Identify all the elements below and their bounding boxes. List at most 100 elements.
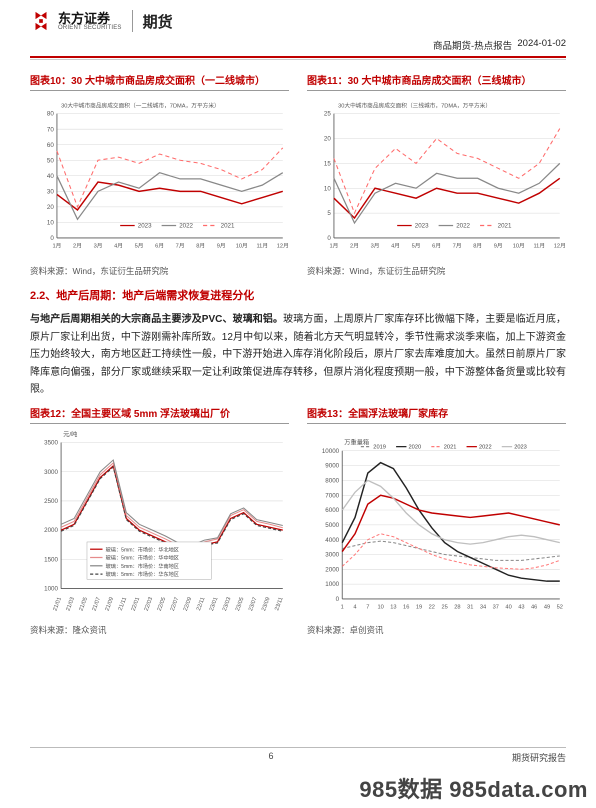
svg-text:2月: 2月 xyxy=(350,242,359,249)
brand-name-en: ORIENT SECURITIES xyxy=(58,25,122,31)
svg-text:3000: 3000 xyxy=(325,551,339,558)
svg-text:1月: 1月 xyxy=(330,242,339,249)
svg-text:2019: 2019 xyxy=(373,444,386,450)
svg-text:元/吨: 元/吨 xyxy=(63,430,77,438)
chart-canvas: 10001500200025003000350021/0121/0321/052… xyxy=(30,428,289,623)
svg-text:49: 49 xyxy=(544,604,550,610)
svg-text:2023: 2023 xyxy=(138,222,152,229)
page-footer: 6 期货研究报告 xyxy=(30,747,566,764)
svg-text:0: 0 xyxy=(50,235,54,242)
svg-text:10: 10 xyxy=(377,604,383,610)
svg-text:13: 13 xyxy=(390,604,396,610)
division-label: 期货 xyxy=(143,11,173,32)
chart-11: 图表11：30 大中城市商品房成交面积（三线城市） 05101520251月2月… xyxy=(307,72,566,278)
svg-text:玻璃：5mm：市场价：华南地区: 玻璃：5mm：市场价：华南地区 xyxy=(106,562,179,570)
svg-text:21/05: 21/05 xyxy=(79,596,90,611)
svg-text:22/03: 22/03 xyxy=(144,596,155,611)
svg-text:4: 4 xyxy=(353,604,356,610)
svg-text:9000: 9000 xyxy=(325,462,339,469)
svg-text:80: 80 xyxy=(47,110,54,117)
page-content: 图表10：30 大中城市商品房成交面积（一二线城市） 0102030405060… xyxy=(0,60,596,637)
svg-text:22: 22 xyxy=(429,604,435,610)
svg-text:25: 25 xyxy=(441,604,447,610)
svg-text:52: 52 xyxy=(557,604,563,610)
svg-text:22/09: 22/09 xyxy=(183,596,194,611)
svg-text:20: 20 xyxy=(324,135,331,142)
svg-text:2022: 2022 xyxy=(179,222,193,229)
svg-text:9月: 9月 xyxy=(217,242,226,249)
svg-text:2021: 2021 xyxy=(444,444,457,450)
chart-title: 图表10：30 大中城市商品房成交面积（一二线城市） xyxy=(30,72,289,91)
svg-text:10月: 10月 xyxy=(236,242,248,249)
svg-text:22/11: 22/11 xyxy=(196,596,206,611)
svg-text:3月: 3月 xyxy=(371,242,380,249)
svg-text:3500: 3500 xyxy=(44,439,58,446)
chart-canvas: 0100020003000400050006000700080009000100… xyxy=(307,428,566,623)
header-divider xyxy=(132,10,133,32)
svg-text:5月: 5月 xyxy=(135,242,144,249)
body-paragraph: 与地产后周期相关的大宗商品主要涉及PVC、玻璃和铝。玻璃方面，上周原片厂家库存环… xyxy=(30,311,566,399)
svg-text:8000: 8000 xyxy=(325,477,339,484)
svg-text:2000: 2000 xyxy=(44,527,58,534)
svg-text:37: 37 xyxy=(493,604,499,610)
svg-text:6000: 6000 xyxy=(325,507,339,514)
svg-text:23/05: 23/05 xyxy=(235,596,246,611)
svg-text:2021: 2021 xyxy=(221,222,235,229)
doc-meta: 商品期货-热点报告 2024-01-02 xyxy=(0,36,596,54)
svg-text:34: 34 xyxy=(480,604,486,610)
svg-text:23/11: 23/11 xyxy=(274,596,284,611)
svg-text:21/07: 21/07 xyxy=(92,596,103,611)
chart-row-1: 图表10：30 大中城市商品房成交面积（一二线城市） 0102030405060… xyxy=(30,72,566,278)
svg-text:2022: 2022 xyxy=(479,444,492,450)
svg-text:23/07: 23/07 xyxy=(248,596,259,611)
svg-text:2022: 2022 xyxy=(456,222,470,229)
svg-text:8月: 8月 xyxy=(473,242,482,249)
chart-source: 资料来源：Wind，东证衍生品研究院 xyxy=(30,265,289,277)
svg-text:7: 7 xyxy=(366,604,369,610)
svg-text:5000: 5000 xyxy=(325,522,339,529)
svg-text:40: 40 xyxy=(47,172,54,179)
svg-text:6月: 6月 xyxy=(155,242,164,249)
doc-date: 2024-01-02 xyxy=(517,38,566,52)
svg-text:40: 40 xyxy=(505,604,511,610)
svg-text:1500: 1500 xyxy=(44,556,58,563)
svg-text:0: 0 xyxy=(336,596,340,603)
header-rule-red xyxy=(30,56,566,58)
svg-text:3月: 3月 xyxy=(94,242,103,249)
svg-text:1: 1 xyxy=(341,604,344,610)
svg-text:7月: 7月 xyxy=(176,242,185,249)
chart-source: 资料来源：Wind，东证衍生品研究院 xyxy=(307,265,566,277)
footer-label: 期货研究报告 xyxy=(512,751,566,764)
para-rest: 玻璃方面，上周原片厂家库存环比微幅下降，主要是临近月底，原片厂家让利出货，中下游… xyxy=(30,314,566,395)
svg-text:5: 5 xyxy=(327,210,331,217)
chart-canvas: 010203040506070801月2月3月4月5月6月7月8月9月10月11… xyxy=(30,95,289,264)
svg-text:7000: 7000 xyxy=(325,492,339,499)
svg-text:21/11: 21/11 xyxy=(118,596,128,611)
svg-text:7月: 7月 xyxy=(453,242,462,249)
svg-text:70: 70 xyxy=(47,126,54,133)
svg-text:4月: 4月 xyxy=(391,242,400,249)
svg-text:43: 43 xyxy=(518,604,524,610)
svg-text:23/01: 23/01 xyxy=(209,596,220,611)
svg-text:玻璃：5mm：市场价：华北地区: 玻璃：5mm：市场价：华北地区 xyxy=(106,545,179,553)
svg-text:5月: 5月 xyxy=(412,242,421,249)
svg-text:9月: 9月 xyxy=(494,242,503,249)
svg-text:万重量箱: 万重量箱 xyxy=(344,438,369,446)
svg-text:22/01: 22/01 xyxy=(131,596,142,611)
chart-title: 图表11：30 大中城市商品房成交面积（三线城市） xyxy=(307,72,566,91)
brand-logo: 东方证券 ORIENT SECURITIES xyxy=(30,10,122,32)
svg-text:2023: 2023 xyxy=(514,444,527,450)
chart-title: 图表12：全国主要区域 5mm 浮法玻璃出厂价 xyxy=(30,405,289,424)
svg-text:19: 19 xyxy=(416,604,422,610)
svg-text:21/09: 21/09 xyxy=(105,596,116,611)
chart-10: 图表10：30 大中城市商品房成交面积（一二线城市） 0102030405060… xyxy=(30,72,289,278)
chart-source: 资料来源：隆众资讯 xyxy=(30,624,289,636)
svg-text:20: 20 xyxy=(47,203,54,210)
svg-text:2020: 2020 xyxy=(409,444,422,450)
svg-text:玻璃：5mm：市场价：华中地区: 玻璃：5mm：市场价：华中地区 xyxy=(106,553,179,561)
chart-canvas: 05101520251月2月3月4月5月6月7月8月9月10月11月12月30大… xyxy=(307,95,566,264)
orient-logo-icon xyxy=(30,10,52,32)
svg-text:1000: 1000 xyxy=(44,585,58,592)
svg-text:22/07: 22/07 xyxy=(170,596,181,611)
svg-text:4000: 4000 xyxy=(325,537,339,544)
